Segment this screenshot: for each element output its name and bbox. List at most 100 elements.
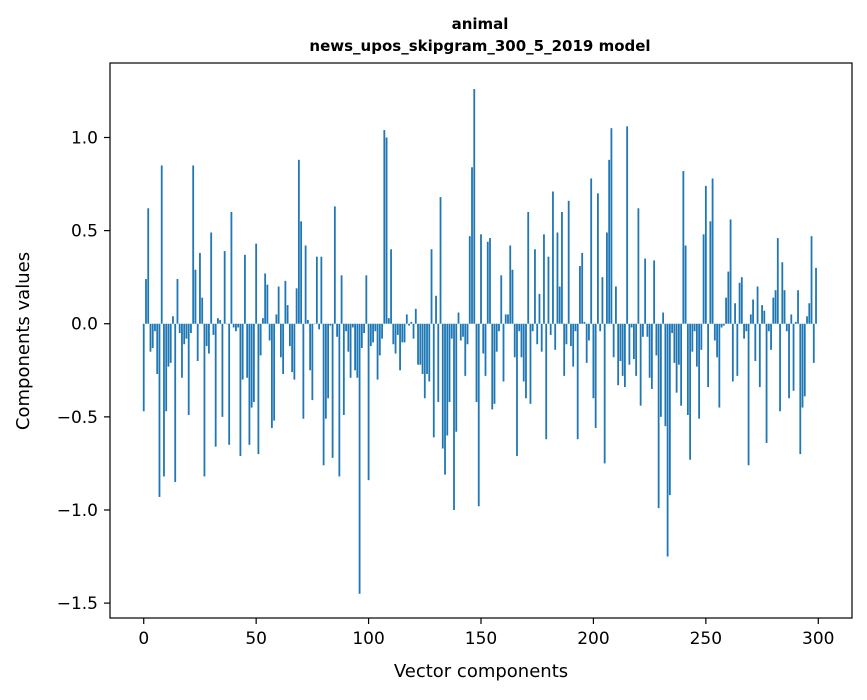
- bar-component-7: [159, 324, 161, 497]
- bar-component-65: [289, 324, 291, 346]
- bar-component-208: [611, 128, 613, 324]
- bar-component-229: [658, 324, 660, 508]
- bar-component-113: [397, 324, 399, 335]
- bar-component-278: [768, 324, 770, 331]
- bar-component-49: [253, 324, 255, 402]
- bar-component-116: [404, 324, 406, 343]
- bar-component-230: [660, 324, 662, 417]
- bar-component-32: [215, 324, 217, 447]
- bar-component-270: [750, 314, 752, 323]
- bar-component-134: [444, 324, 446, 475]
- bar-component-177: [541, 324, 543, 352]
- bar-component-42: [237, 324, 239, 328]
- bar-component-131: [437, 324, 439, 402]
- bar-component-262: [732, 324, 734, 382]
- bar-component-175: [536, 324, 538, 344]
- bar-component-259: [725, 298, 727, 324]
- bar-component-13: [172, 316, 174, 323]
- bar-component-21: [190, 324, 192, 333]
- bar-component-276: [763, 311, 765, 324]
- y-axis-label: Components values: [13, 252, 34, 430]
- bar-component-29: [208, 324, 210, 354]
- bar-component-251: [707, 324, 709, 387]
- bar-component-195: [581, 253, 583, 324]
- bar-component-182: [552, 192, 554, 324]
- bar-component-24: [197, 324, 199, 361]
- bar-component-119: [410, 322, 412, 324]
- bar-component-190: [570, 324, 572, 346]
- bar-component-64: [287, 305, 289, 324]
- bar-component-103: [374, 324, 376, 331]
- bar-component-34: [219, 320, 221, 324]
- y-tick-label: 0.5: [71, 222, 98, 242]
- x-tick-label: 300: [802, 629, 834, 649]
- bar-component-147: [473, 89, 475, 324]
- bar-component-269: [748, 324, 750, 466]
- bar-component-293: [802, 324, 804, 408]
- bar-component-252: [709, 221, 711, 323]
- bar-component-55: [266, 285, 268, 324]
- bar-component-197: [586, 324, 588, 363]
- bar-component-14: [174, 324, 176, 482]
- bar-component-25: [199, 253, 201, 324]
- bar-component-10: [165, 324, 167, 412]
- bar-component-18: [183, 324, 185, 344]
- bar-component-52: [260, 324, 262, 356]
- bar-component-213: [622, 324, 624, 376]
- bar-component-216: [629, 324, 631, 365]
- bar-component-44: [242, 324, 244, 380]
- bar-component-275: [761, 305, 763, 324]
- bar-component-258: [723, 324, 725, 326]
- bar-component-133: [442, 324, 444, 449]
- bar-component-4: [152, 324, 154, 348]
- bar-component-47: [249, 324, 251, 445]
- bar-component-264: [736, 324, 738, 376]
- bar-component-127: [428, 324, 430, 382]
- bar-component-291: [797, 290, 799, 324]
- bar-component-15: [177, 279, 179, 324]
- bar-component-266: [741, 277, 743, 324]
- bar-component-90: [345, 324, 347, 331]
- bar-component-39: [231, 212, 233, 324]
- bar-component-298: [813, 324, 815, 363]
- bar-component-202: [597, 193, 599, 323]
- bar-component-93: [352, 324, 354, 328]
- bar-component-256: [718, 324, 720, 408]
- bar-component-102: [372, 324, 374, 343]
- bar-component-78: [318, 324, 320, 330]
- bar-component-145: [469, 236, 471, 324]
- bar-component-168: [521, 324, 523, 358]
- bar-component-117: [406, 314, 408, 323]
- bar-component-137: [451, 324, 453, 339]
- bar-component-112: [395, 324, 397, 354]
- bar-component-279: [770, 324, 772, 350]
- bar-component-232: [664, 324, 666, 426]
- bar-component-281: [775, 290, 777, 324]
- bar-component-61: [280, 324, 282, 358]
- bar-component-38: [228, 324, 230, 445]
- x-axis-label: Vector components: [394, 661, 568, 682]
- bar-component-203: [599, 324, 601, 331]
- bar-component-169: [523, 324, 525, 382]
- bar-component-143: [464, 324, 466, 376]
- bar-component-120: [413, 324, 415, 339]
- bar-component-215: [626, 126, 628, 323]
- bar-component-287: [788, 324, 790, 399]
- bar-component-194: [579, 266, 581, 324]
- bar-component-148: [476, 324, 478, 402]
- chart-title-line1: animal: [452, 15, 509, 33]
- bar-component-249: [703, 234, 705, 323]
- bar-component-233: [667, 324, 669, 557]
- bar-component-139: [455, 324, 457, 432]
- bar-component-207: [608, 160, 610, 324]
- bar-component-20: [188, 324, 190, 415]
- bar-component-265: [739, 283, 741, 324]
- bar-component-141: [460, 324, 462, 341]
- bar-component-138: [453, 324, 455, 510]
- bar-component-80: [323, 324, 325, 466]
- bar-component-73: [307, 320, 309, 324]
- bar-component-26: [201, 298, 203, 324]
- bar-component-1: [145, 279, 147, 324]
- bar-component-206: [606, 232, 608, 323]
- bar-component-163: [509, 246, 511, 324]
